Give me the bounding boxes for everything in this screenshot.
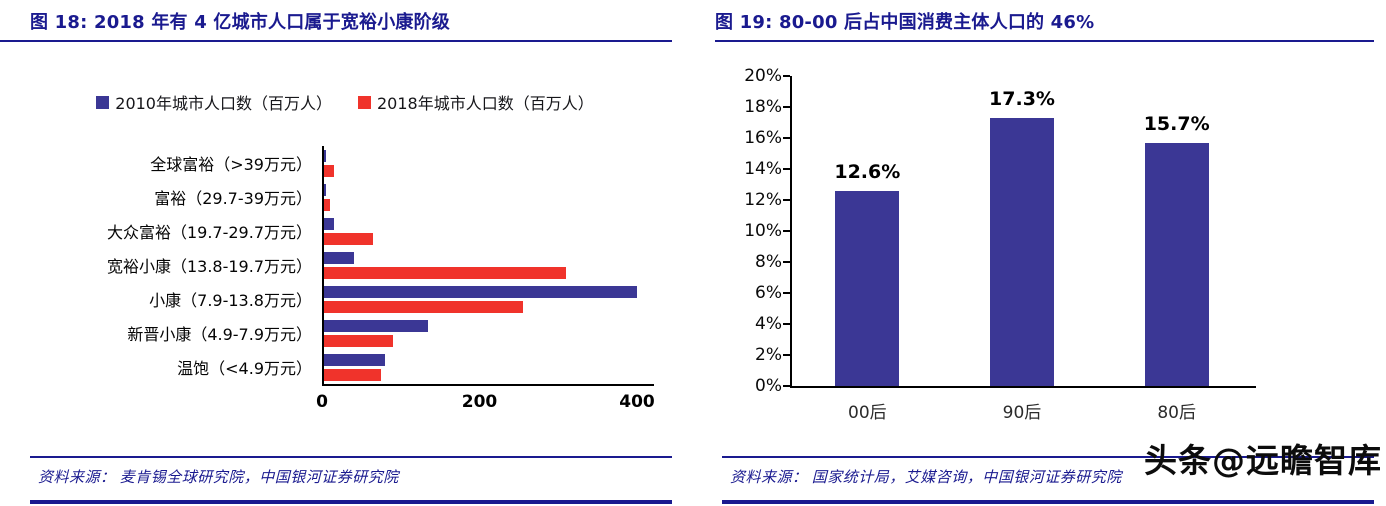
y-axis-tick-mark: [783, 323, 790, 325]
bar-cell: [322, 350, 670, 384]
bar-series-2: [322, 232, 374, 245]
y-axis-tick-mark: [783, 137, 790, 139]
y-axis-tick-label: 18%: [744, 97, 782, 117]
bar-series-1: [322, 251, 354, 264]
x-axis-tick-label: 400: [619, 392, 655, 412]
figure-18-source-rule-bottom: [30, 500, 672, 504]
watermark: 头条@远瞻智库: [1144, 441, 1382, 480]
bar-row: 全球富裕（>39万元）: [30, 146, 670, 180]
bar-series-1: [322, 217, 334, 230]
bar-value-label: 12.6%: [834, 160, 901, 183]
category-label: 大众富裕（19.7-29.7万元）: [106, 223, 312, 242]
bar-row: 富裕（29.7-39万元）: [30, 180, 670, 214]
y-axis-tick-label: 16%: [744, 128, 782, 148]
x-axis-tick-label: 0: [316, 392, 328, 412]
bar: [835, 190, 900, 386]
bar: [1144, 142, 1209, 386]
figure-19-source-rule-bottom: [722, 500, 1374, 504]
figure-19-title: 图 19: 80-00 后占中国消费主体人口的 46%: [715, 12, 1095, 33]
bar-series-2: [322, 266, 567, 279]
bar-series-1: [322, 319, 429, 332]
figure-19-source: 资料来源： 国家统计局，艾媒咨询，中国银河证券研究院: [730, 470, 1122, 486]
bar-series-2: [322, 300, 523, 313]
legend-swatch-icon: [96, 95, 110, 109]
y-axis-tick-mark: [783, 385, 790, 387]
bar-series-2: [322, 368, 382, 381]
bar-series-1: [322, 353, 385, 366]
figure-19-source-rule-top: [722, 456, 1374, 458]
y-axis-tick-label: 4%: [755, 314, 782, 334]
category-label: 小康（7.9-13.8万元）: [149, 291, 312, 310]
y-axis-tick-mark: [783, 261, 790, 263]
bar-cell: [322, 282, 670, 316]
bar-row: 小康（7.9-13.8万元）: [30, 282, 670, 316]
y-axis-tick-label: 20%: [744, 66, 782, 86]
y-axis-tick-mark: [783, 292, 790, 294]
category-label: 富裕（29.7-39万元）: [154, 189, 312, 208]
y-axis-tick-label: 0%: [755, 376, 782, 396]
figure-18-title: 图 18: 2018 年有 4 亿城市人口属于宽裕小康阶级: [30, 12, 451, 33]
x-axis-tick-label: 200: [461, 392, 498, 412]
figure-18-panel: 图 18: 2018 年有 4 亿城市人口属于宽裕小康阶级 2010年城市人口数…: [0, 0, 690, 506]
y-axis-tick-label: 14%: [744, 159, 782, 179]
category-label: 温饱（<4.9万元）: [177, 359, 312, 378]
right-chart-plot: 20% 18% 16% 14% 12% 10% 8% 6% 4% 2% 0% 12.6% 00后 17.3…: [702, 0, 1386, 506]
y-axis-tick-mark: [783, 354, 790, 356]
y-axis-tick-label: 6%: [755, 283, 782, 303]
bar-value-label: 17.3%: [989, 87, 1055, 110]
bar-series-2: [322, 164, 334, 177]
bar: [990, 117, 1054, 386]
bar-cell: [322, 214, 670, 248]
bar-series-1: [322, 285, 637, 298]
bar-row: 大众富裕（19.7-29.7万元）: [30, 214, 670, 248]
left-chart-y-axis-line: [322, 146, 324, 386]
legend-swatch-icon: [358, 95, 371, 109]
y-axis-tick-label: 8%: [755, 252, 782, 272]
y-axis-tick-label: 12%: [744, 190, 782, 210]
left-chart-rows: 全球富裕（>39万元） 富裕（29.7-39万元） 大众富裕（19.7-29.7万元…: [30, 146, 670, 384]
y-axis-tick-label: 10%: [744, 221, 782, 241]
category-label: 新晋小康（4.9-7.9万元）: [127, 325, 312, 344]
bar-row: 温饱（<4.9万元）: [30, 350, 670, 384]
bar-series-2: [322, 198, 330, 211]
y-axis-tick-mark: [783, 199, 790, 201]
figure-18-source-rule-top: [30, 456, 672, 458]
bar-value-label: 15.7%: [1143, 112, 1210, 135]
bar-cell: [322, 180, 670, 214]
legend-item-2: 2018年城市人口数（百万人）: [358, 90, 594, 114]
y-axis-tick-mark: [783, 106, 790, 108]
category-label: 00后: [848, 403, 887, 423]
bar-row: 宽裕小康（13.8-19.7万元）: [30, 248, 670, 282]
category-label: 宽裕小康（13.8-19.7万元）: [106, 257, 312, 276]
y-axis-tick-mark: [783, 75, 790, 77]
figure-19-panel: 图 19: 80-00 后占中国消费主体人口的 46% 20% 18% 16% 14%…: [702, 0, 1386, 506]
legend-label: 2018年城市人口数（百万人）: [377, 94, 594, 113]
bar-cell: [322, 146, 670, 180]
y-axis-tick-label: 2%: [755, 345, 782, 365]
right-chart-y-axis-line: [790, 76, 792, 388]
left-chart-legend: 2010年城市人口数（百万人） 2018年城市人口数（百万人）: [0, 90, 690, 114]
category-label: 90后: [1002, 403, 1042, 423]
bar-series-2: [322, 334, 393, 347]
left-chart-x-axis-line: [322, 384, 654, 386]
legend-item-1: 2010年城市人口数（百万人）: [96, 90, 332, 114]
bar-cell: [322, 316, 670, 350]
figure-19-title-rule: [715, 40, 1374, 42]
bar-row: 新晋小康（4.9-7.9万元）: [30, 316, 670, 350]
y-axis-tick-mark: [783, 168, 790, 170]
right-chart-x-axis-line: [790, 386, 1256, 388]
figure-18-source: 资料来源： 麦肯锡全球研究院，中国银河证券研究院: [38, 470, 399, 486]
bar-cell: [322, 248, 670, 282]
legend-label: 2010年城市人口数（百万人）: [115, 94, 332, 113]
y-axis-tick-mark: [783, 230, 790, 232]
figure-18-title-rule: [0, 40, 672, 42]
category-label: 全球富裕（>39万元）: [150, 155, 312, 174]
category-label: 80后: [1157, 403, 1196, 423]
